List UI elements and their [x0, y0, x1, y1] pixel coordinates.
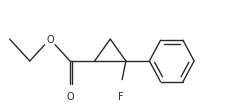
Text: O: O	[66, 91, 74, 101]
Text: O: O	[46, 35, 54, 45]
Text: F: F	[117, 91, 123, 101]
